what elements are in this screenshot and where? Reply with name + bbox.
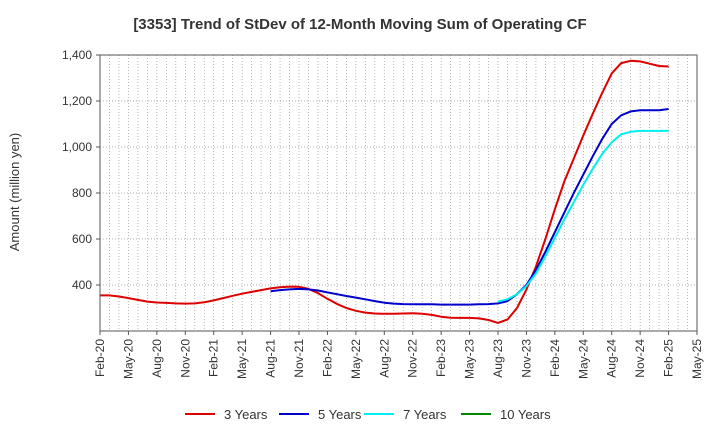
x-tick-label: Nov-21 <box>292 339 306 378</box>
y-tick-label: 400 <box>72 278 92 292</box>
legend-label: 5 Years <box>318 407 362 422</box>
x-tick-label: Feb-22 <box>320 339 334 377</box>
y-tick-label: 1,400 <box>62 48 92 62</box>
axes: 400 600 800 1,000 1,200 1,400 Feb-20 May-20 Aug-… <box>62 48 704 379</box>
legend-item: 7 Years <box>364 407 447 422</box>
x-tick-label: Aug-23 <box>491 339 505 378</box>
legend-item: 10 Years <box>461 407 551 422</box>
x-tick-label: Feb-20 <box>93 339 107 377</box>
x-tick-label: Aug-24 <box>605 339 619 378</box>
x-tick-label: May-20 <box>121 339 135 379</box>
x-tick-label: Nov-22 <box>406 339 420 378</box>
x-tick-label: Aug-22 <box>377 339 391 378</box>
legend-label: 7 Years <box>403 407 447 422</box>
x-tick-label: May-23 <box>463 339 477 379</box>
x-tick-label: Aug-20 <box>150 339 164 378</box>
y-axis-label: Amount (million yen) <box>7 133 22 252</box>
y-tick-label: 600 <box>72 232 92 246</box>
legend-item: 5 Years <box>279 407 362 422</box>
x-tick-label: May-22 <box>349 339 363 379</box>
x-tick-label: May-24 <box>576 339 590 379</box>
grid <box>100 54 697 331</box>
x-tick-label: Feb-23 <box>434 339 448 377</box>
y-tick-label: 1,000 <box>62 140 92 154</box>
x-tick-label: Feb-24 <box>548 339 562 377</box>
x-tick-label: Aug-21 <box>264 339 278 378</box>
series-line-5-years <box>270 108 669 306</box>
x-tick-label: Nov-24 <box>633 339 647 378</box>
legend-item: 3 Years <box>185 407 268 422</box>
series-layer <box>100 59 669 324</box>
x-tick-label: May-21 <box>235 339 249 379</box>
legend: 3 Years 5 Years 7 Years 10 Years <box>185 407 551 422</box>
series-line-7-years <box>497 129 669 303</box>
legend-label: 10 Years <box>500 407 551 422</box>
chart-title: [3353] Trend of StDev of 12-Month Moving… <box>133 16 586 33</box>
x-tick-label: Nov-20 <box>178 339 192 378</box>
x-tick-label: Feb-25 <box>662 339 676 377</box>
x-tick-label: Feb-21 <box>207 339 221 377</box>
x-tick-label: May-25 <box>690 339 704 379</box>
x-tick-label: Nov-23 <box>519 339 533 378</box>
y-tick-label: 800 <box>72 186 92 200</box>
legend-label: 3 Years <box>224 407 268 422</box>
series-line-3-years <box>100 59 669 324</box>
y-tick-label: 1,200 <box>62 94 92 108</box>
